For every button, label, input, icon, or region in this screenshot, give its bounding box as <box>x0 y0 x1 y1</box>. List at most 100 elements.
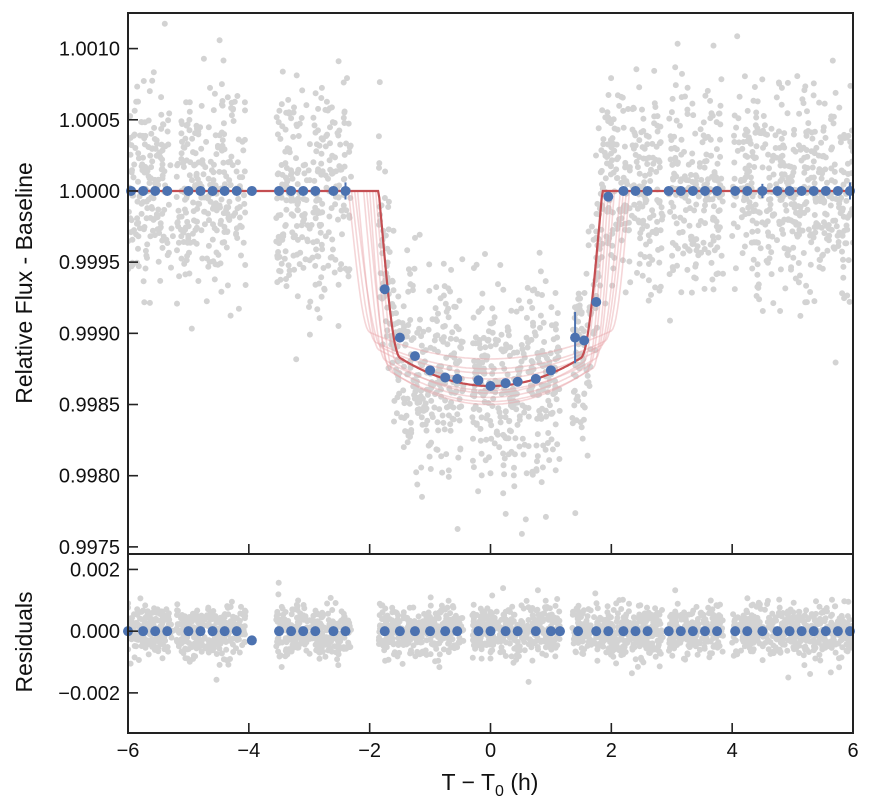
binned-point-25 <box>512 376 523 387</box>
residual-point-39 <box>712 626 723 637</box>
model-sample-curve-8 <box>128 190 853 394</box>
binned-point-34 <box>642 185 653 196</box>
binned-point-17 <box>394 332 405 343</box>
top-y-tick-label-5: 0.9985 <box>59 395 120 417</box>
residual-raw-segment-5 <box>569 590 666 677</box>
top-raw-data-layer <box>128 20 853 537</box>
residual-point-27 <box>545 626 556 637</box>
residual-point-20 <box>440 626 451 637</box>
binned-point-22 <box>473 375 484 386</box>
model-sample-curve-2 <box>128 190 853 380</box>
residuals-y-axis-label: Residuals <box>11 592 37 693</box>
residual-point-7 <box>219 626 230 637</box>
model-sample-curve-7 <box>128 190 853 403</box>
model-samples-layer <box>128 189 853 406</box>
residual-raw-segment-7 <box>729 595 853 681</box>
residual-binned-data-layer <box>123 626 855 646</box>
binned-point-3 <box>162 185 173 196</box>
best-fit-model-curve <box>128 189 853 388</box>
residual-point-5 <box>195 626 206 637</box>
residual-raw-segment-6 <box>666 587 726 663</box>
residual-point-25 <box>512 626 523 637</box>
residual-point-40 <box>730 626 741 637</box>
top-y-tick-label-7: 0.9975 <box>59 537 120 559</box>
axes-layer: −6 −4 −2 0 2 4 6 1.0010 1.0005 1.0000 0.9995 0.9990… <box>58 12 859 762</box>
x-axis-label-units: (h) <box>504 769 539 795</box>
raw-data-segment-4 <box>469 249 563 537</box>
binned-point-2 <box>150 185 161 196</box>
residual-point-38 <box>699 626 710 637</box>
residual-point-37 <box>687 626 698 637</box>
residual-point-3 <box>162 626 173 637</box>
residual-raw-segment-1 <box>173 598 249 683</box>
residual-point-2 <box>150 626 161 637</box>
binned-point-20 <box>440 372 451 383</box>
residual-point-31 <box>603 626 614 637</box>
binned-point-40 <box>730 185 741 196</box>
binned-point-43 <box>772 185 783 196</box>
residual-point-47 <box>820 626 831 637</box>
residual-point-22 <box>473 626 484 637</box>
binned-point-41 <box>742 185 753 196</box>
binned-point-5 <box>195 185 206 196</box>
residual-raw-segment-2 <box>273 579 354 670</box>
binned-point-26 <box>530 373 541 384</box>
residual-point-48 <box>832 626 843 637</box>
binned-point-24 <box>500 378 511 389</box>
binned-point-7 <box>219 185 230 196</box>
residual-point-35 <box>663 626 674 637</box>
top-y-tick-label-3: 0.9995 <box>59 252 120 274</box>
residual-point-14 <box>328 626 339 637</box>
x-axis-label-subscript: 0 <box>495 783 504 800</box>
raw-data-segment-3 <box>375 79 467 532</box>
residual-point-36 <box>675 626 686 637</box>
bottom-y-tick-label-1: 0.000 <box>70 621 120 643</box>
raw-data-segment-7 <box>729 33 853 366</box>
x-tick-label-3: 0 <box>485 740 496 762</box>
residual-point-11 <box>286 626 297 637</box>
residual-point-8 <box>231 626 242 637</box>
raw-data-segment-6 <box>666 40 726 324</box>
residual-point-45 <box>796 626 807 637</box>
binned-point-8 <box>231 185 242 196</box>
binned-point-38 <box>699 185 710 196</box>
binned-point-44 <box>784 185 795 196</box>
raw-data-segment-5 <box>569 66 666 517</box>
binned-point-37 <box>687 185 698 196</box>
residual-point-15 <box>340 626 351 637</box>
top-y-axis-label: Relative Flux - Baseline <box>11 162 37 404</box>
residual-point-16 <box>379 626 390 637</box>
binned-point-47 <box>820 185 831 196</box>
binned-point-9 <box>246 185 257 196</box>
bottom-y-tick-label-2: −0.002 <box>58 683 120 705</box>
residual-point-44 <box>784 626 795 637</box>
top-y-tick-label-4: 0.9990 <box>59 323 120 345</box>
top-y-tick-label-2: 1.0000 <box>59 181 120 203</box>
bottom-y-tick-label-0: 0.002 <box>70 559 120 581</box>
residual-point-13 <box>310 626 321 637</box>
residual-point-24 <box>500 626 511 637</box>
top-binned-data-layer <box>126 182 855 392</box>
x-tick-label-6: 6 <box>847 740 858 762</box>
residual-point-26 <box>530 626 541 637</box>
binned-point-21 <box>452 373 463 384</box>
residual-point-19 <box>425 626 436 637</box>
binned-point-12 <box>298 185 309 196</box>
binned-point-27 <box>545 365 556 376</box>
residual-point-6 <box>207 626 218 637</box>
residual-point-41 <box>742 626 753 637</box>
top-y-tick-label-6: 0.9980 <box>59 466 120 488</box>
residual-point-10 <box>274 626 285 637</box>
x-axis-label: T − T0 (h) <box>442 769 539 800</box>
raw-data-segment-1 <box>173 37 249 332</box>
raw-data-segment-2 <box>273 58 354 363</box>
x-tick-label-4: 2 <box>606 740 617 762</box>
residual-point-34 <box>642 626 653 637</box>
raw-data-segment-0 <box>128 20 176 306</box>
binned-point-45 <box>796 185 807 196</box>
binned-point-15 <box>340 185 351 196</box>
x-tick-label-5: 4 <box>727 740 738 762</box>
binned-point-10 <box>274 185 285 196</box>
binned-point-31 <box>603 191 614 202</box>
